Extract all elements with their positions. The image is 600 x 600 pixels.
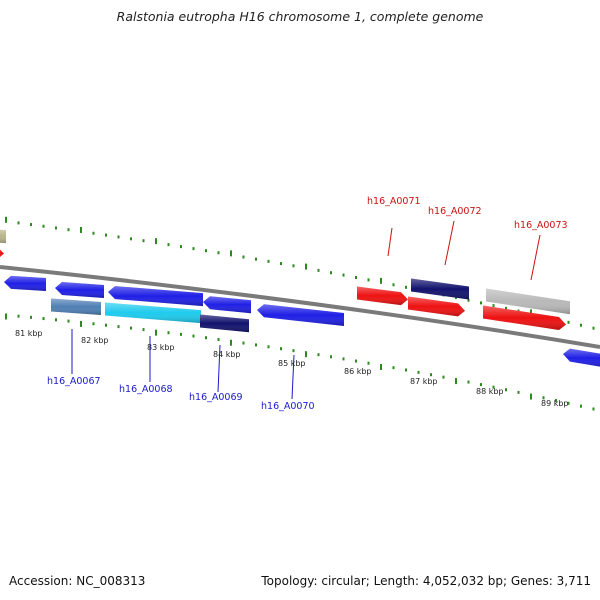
kbp-label: 86 kbp xyxy=(344,367,372,376)
kbp-label: 82 kbp xyxy=(81,336,109,345)
gene-label: h16_A0071 xyxy=(367,196,421,207)
gene-label: h16_A0072 xyxy=(428,206,482,217)
kbp-label: 81 kbp xyxy=(15,329,43,338)
map-title: Ralstonia eutropha H16 chromosome 1, com… xyxy=(116,9,484,24)
label-leader-lines xyxy=(71,220,541,400)
leader-line xyxy=(291,354,295,400)
gene-arrow-shading xyxy=(200,314,249,333)
gene-arrow-shading xyxy=(257,304,344,326)
gene-label: h16_A0068 xyxy=(119,384,173,395)
leader-line xyxy=(387,227,393,257)
gene-features[interactable] xyxy=(0,229,600,368)
leader-line xyxy=(530,234,541,281)
kbp-label-group: 81 kbp 82 kbp 83 kbp 84 kbp 85 kbp 86 kbp 87 k… xyxy=(15,329,569,408)
gene-arrow-shading xyxy=(0,229,6,244)
gene-arrow-shading xyxy=(55,281,104,298)
gene-arrow-shading xyxy=(105,302,201,324)
leader-line xyxy=(217,344,221,393)
kbp-label: 85 kbp xyxy=(278,359,306,368)
kbp-label: 83 kbp xyxy=(147,343,175,352)
gene-arrow-shading xyxy=(51,298,101,315)
gene-arrow-shading xyxy=(486,288,570,315)
gene-label-group: h16_A0067 h16_A0068 h16_A0069 h16_A0070 h16_… xyxy=(47,196,568,412)
gene-label: h16_A0070 xyxy=(261,401,315,412)
accession-text: Accession: NC_008313 xyxy=(9,574,146,588)
genome-summary-text: Topology: circular; Length: 4,052,032 bp… xyxy=(261,574,591,588)
kbp-label: 89 kbp xyxy=(541,399,569,408)
gene-arrow-shading xyxy=(357,286,408,306)
gene-arrow-shading xyxy=(411,278,469,300)
gene-arrow-shading xyxy=(563,348,600,367)
leader-line xyxy=(444,220,455,266)
gene-label: h16_A0067 xyxy=(47,376,101,387)
gene-arrow-shading xyxy=(203,296,251,314)
gene-arrow-shading xyxy=(108,286,203,307)
gene-label: h16_A0069 xyxy=(189,392,243,403)
gene-arrow-shading xyxy=(4,275,46,292)
gene-arrow-shading xyxy=(408,296,465,317)
kbp-label: 84 kbp xyxy=(213,350,241,359)
gene-arrow-shading xyxy=(483,305,566,331)
kbp-label: 87 kbp xyxy=(410,377,438,386)
gene-arrow-shading xyxy=(0,249,4,257)
chromosome-backbone xyxy=(0,265,600,349)
kbp-label: 88 kbp xyxy=(476,387,504,396)
gene-label: h16_A0073 xyxy=(514,220,568,231)
tick-row-lower xyxy=(5,313,595,411)
